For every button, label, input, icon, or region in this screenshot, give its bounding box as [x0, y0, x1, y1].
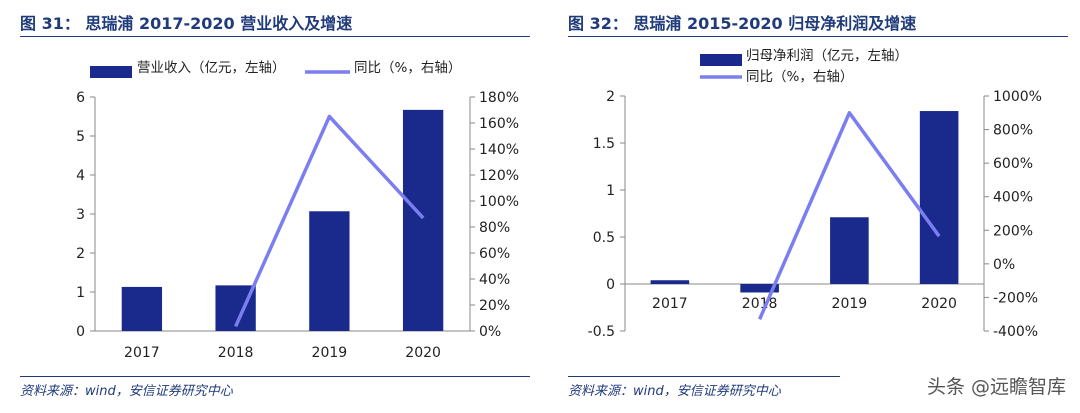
category-label: 2020 — [921, 296, 957, 312]
right-tick-label: 180% — [479, 90, 519, 106]
legend-bar-swatch — [700, 54, 742, 66]
watermark-text: 头条 @远瞻智库 — [926, 376, 1066, 398]
category-label: 2018 — [742, 296, 778, 312]
left-tick-label: 2 — [606, 89, 615, 105]
left-tick-label: 1.5 — [593, 136, 615, 152]
left-tick-label: 1 — [76, 285, 85, 301]
bar-2020 — [919, 111, 959, 284]
bar-2018 — [740, 284, 779, 293]
left-tick-label: 0 — [606, 277, 615, 293]
right-tick-label: -200% — [993, 290, 1038, 306]
category-label: 2017 — [124, 345, 160, 361]
category-label: 2019 — [832, 296, 868, 312]
bar-2017 — [650, 280, 690, 284]
legend-line-label: 同比（%，右轴） — [746, 69, 853, 85]
bar-2019 — [830, 217, 869, 284]
category-label: 2018 — [218, 345, 254, 361]
revenue-chart: 01234560%20%40%60%80%100%120%140%160%180… — [76, 60, 519, 361]
right-tick-label: 20% — [479, 298, 510, 314]
source-note: 资料来源：wind，安信证券研究中心 — [568, 384, 781, 399]
right-tick-label: 0% — [993, 257, 1015, 273]
right-tick-label: 100% — [479, 194, 519, 210]
bar-2019 — [309, 211, 350, 331]
right-tick-label: 40% — [479, 272, 510, 288]
left-tick-label: 6 — [76, 90, 85, 106]
left-tick-label: 4 — [76, 168, 85, 184]
title-rule — [568, 36, 1068, 37]
right-tick-label: 800% — [993, 123, 1033, 139]
right-tick-label: 1000% — [993, 89, 1042, 105]
source-rule — [20, 376, 530, 377]
legend-bar-swatch — [90, 66, 132, 78]
right-tick-label: 600% — [993, 156, 1033, 172]
left-tick-label: -0.5 — [588, 324, 615, 340]
left-tick-label: 0 — [76, 324, 85, 340]
bar-2020 — [402, 109, 444, 332]
right-tick-label: 200% — [993, 223, 1033, 239]
net-profit-chart: -0.5 0 0.5 1 1.5 2 -400% -200% 0% 200% 400% 600% 800… — [588, 47, 1042, 340]
category-label: 2019 — [312, 345, 348, 361]
legend-line-label: 同比（%，右轴） — [354, 60, 461, 76]
legend-bar-label: 归母净利润（亿元，左轴） — [746, 47, 908, 64]
left-tick-label: 5 — [76, 129, 85, 145]
right-tick-label: 400% — [993, 190, 1033, 206]
bar-2017 — [121, 286, 163, 331]
category-label: 2020 — [405, 345, 441, 361]
title-rule — [20, 36, 530, 37]
left-tick-label: 2 — [76, 246, 85, 262]
figure-title: 图 32： 思瑞浦 2015-2020 归母净利润及增速 — [568, 14, 917, 33]
left-tick-label: 0.5 — [593, 230, 615, 246]
right-tick-label: -400% — [993, 324, 1038, 340]
right-tick-label: 160% — [479, 116, 519, 132]
left-tick-label: 3 — [76, 207, 85, 223]
right-tick-label: 0% — [479, 324, 501, 340]
right-tick-label: 60% — [479, 246, 510, 262]
right-tick-label: 80% — [479, 220, 510, 236]
right-tick-label: 120% — [479, 168, 519, 184]
right-tick-label: 140% — [479, 142, 519, 158]
growth-line — [758, 111, 941, 320]
figure-32: 图 32： 思瑞浦 2015-2020 归母净利润及增速 -0.5 0 0.5 1 1.… — [548, 0, 1080, 413]
category-label: 2017 — [652, 296, 688, 312]
legend-bar-label: 营业收入（亿元，左轴） — [137, 60, 286, 76]
figure-title: 图 31： 思瑞浦 2017-2020 营业收入及增速 — [20, 14, 353, 33]
source-note: 资料来源：wind，安信证券研究中心 — [20, 384, 233, 399]
source-rule — [568, 376, 840, 377]
left-tick-label: 1 — [606, 183, 615, 199]
figure-31: 图 31： 思瑞浦 2017-2020 营业收入及增速 0 1 2 3 4 5 6 0% 20%… — [20, 14, 530, 399]
